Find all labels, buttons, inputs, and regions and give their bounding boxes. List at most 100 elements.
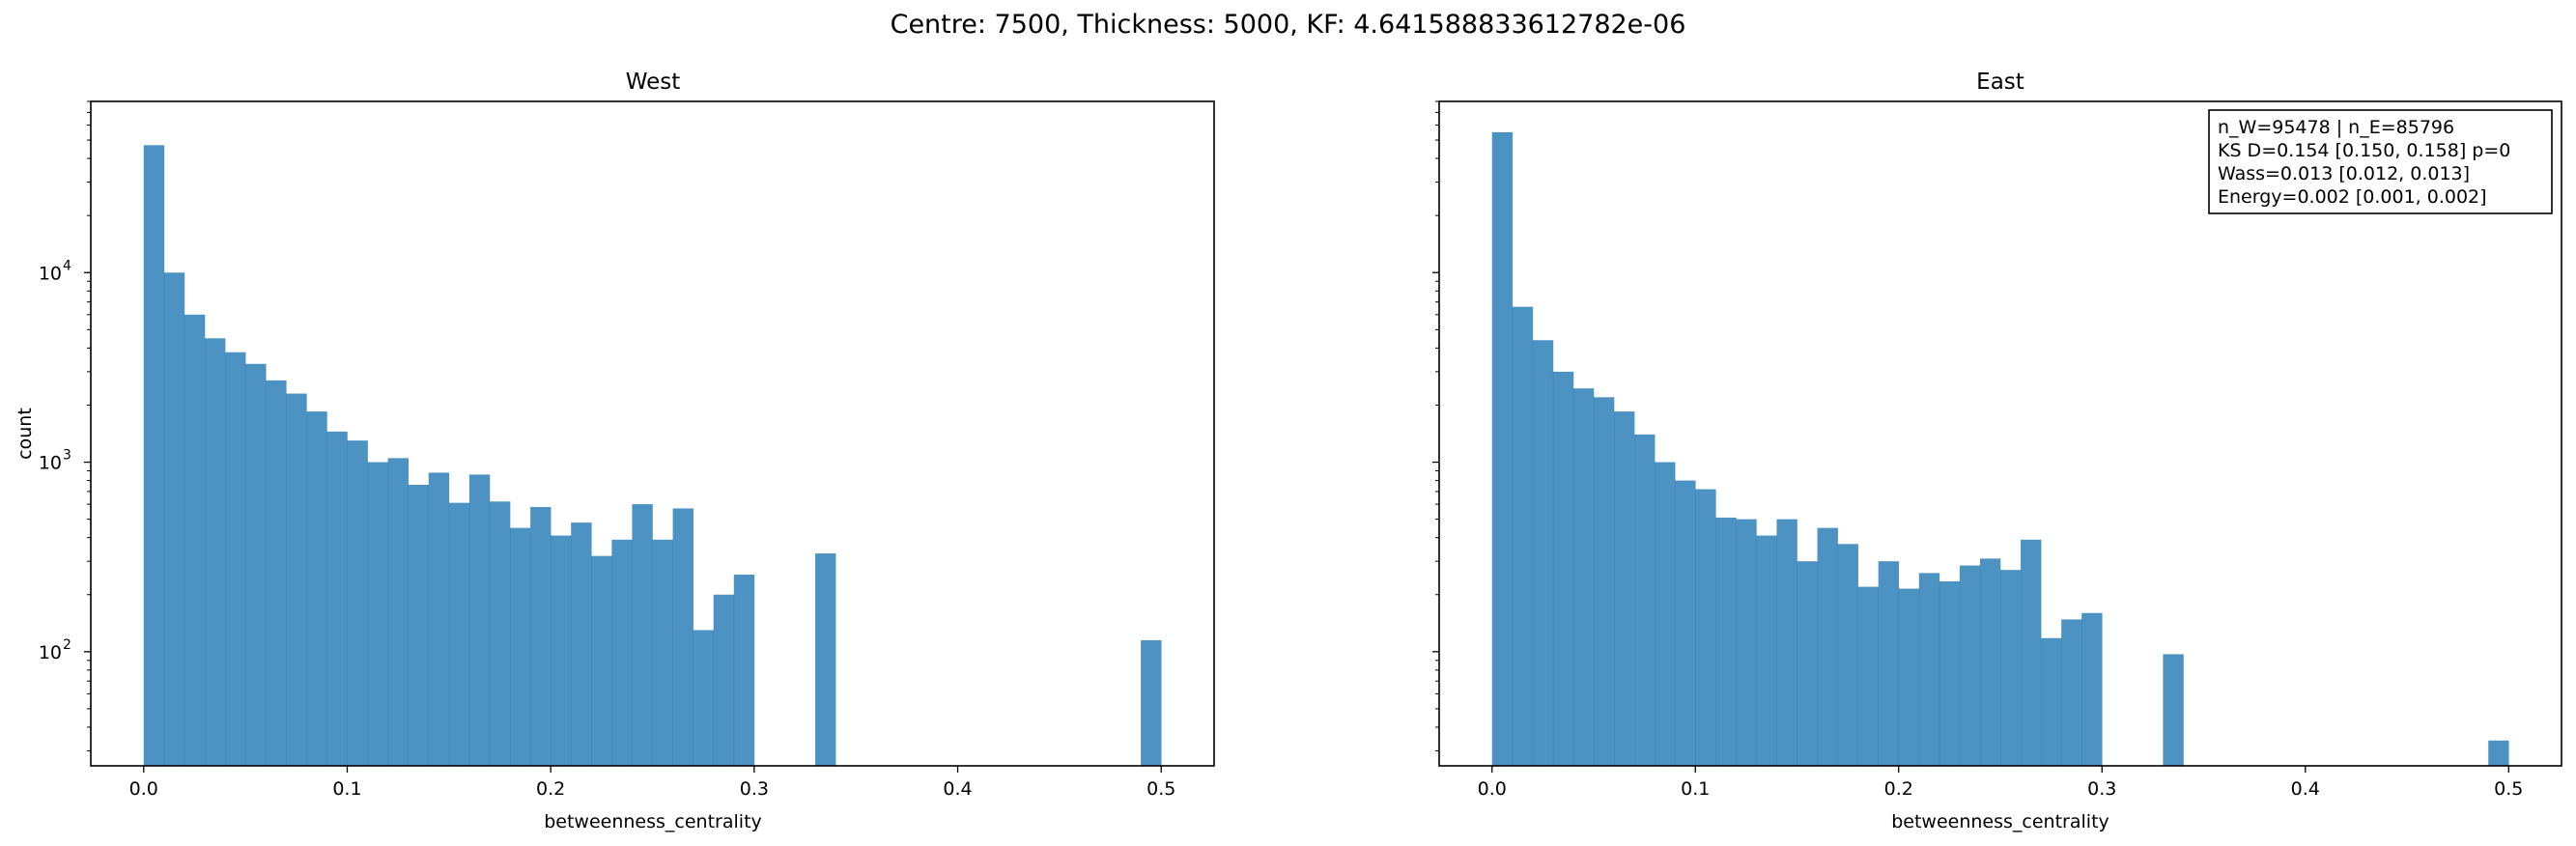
histogram-bar xyxy=(489,501,511,766)
east-histogram-panel: East 0.0 0.1 0.2 0.3 0.4 0.5 betweenness_cent… xyxy=(1432,70,2562,832)
stats-line-ks: KS D=0.154 [0.150, 0.158] p=0 xyxy=(2218,140,2510,161)
histogram-bar xyxy=(632,504,653,766)
histogram-bar xyxy=(1715,517,1737,766)
histogram-bar xyxy=(713,594,735,766)
histogram-bar xyxy=(1695,489,1716,766)
histogram-bar xyxy=(286,393,307,766)
histogram-bar xyxy=(1898,588,1920,766)
west-x-ticks: 0.0 0.1 0.2 0.3 0.4 0.5 xyxy=(129,766,1175,800)
histogram-bar xyxy=(326,431,348,766)
figure-suptitle: Centre: 7500, Thickness: 5000, KF: 4.641… xyxy=(890,10,1686,40)
histogram-bar xyxy=(611,539,633,766)
histogram-bar xyxy=(2081,612,2103,766)
histogram-bar xyxy=(163,272,185,766)
histogram-bar xyxy=(266,380,287,766)
histogram-bar xyxy=(1572,388,1595,766)
histogram-bar xyxy=(733,575,755,766)
east-stats-annotation-box: n_W=95478 | n_E=85796 KS D=0.154 [0.150,… xyxy=(2208,109,2553,214)
x-tick-label: 0.1 xyxy=(332,778,361,800)
histogram-bar xyxy=(1939,580,1961,766)
stats-line-counts: n_W=95478 | n_E=85796 xyxy=(2218,117,2454,138)
histogram-bar xyxy=(510,527,531,766)
east-x-axis-label: betweenness_centrality xyxy=(1891,811,2109,832)
stats-line-wasserstein: Wass=0.013 [0.012, 0.013] xyxy=(2218,163,2470,184)
histogram-bar xyxy=(468,474,491,766)
x-tick-label: 0.5 xyxy=(1146,778,1175,800)
x-tick-label: 0.4 xyxy=(943,778,972,800)
histogram-bar xyxy=(1736,519,1757,766)
y-tick-label-exponent: 4 xyxy=(63,258,71,273)
histogram-bar xyxy=(2488,740,2509,766)
histogram-bar xyxy=(1593,397,1615,766)
histogram-bar xyxy=(387,458,409,766)
x-tick-label: 0.3 xyxy=(740,778,769,800)
histogram-bar xyxy=(204,338,226,766)
histogram-bar xyxy=(347,440,368,766)
west-axes-frame xyxy=(90,100,1215,767)
histogram-bar xyxy=(1634,434,1656,766)
west-panel-title: West xyxy=(626,70,681,95)
histogram-bar xyxy=(2041,637,2062,766)
east-x-ticks: 0.0 0.1 0.2 0.3 0.4 0.5 xyxy=(1478,766,2523,800)
y-tick-label: 10 xyxy=(39,263,62,284)
histogram-bar xyxy=(551,535,572,766)
histogram-bar xyxy=(367,462,388,766)
histogram-bar xyxy=(2061,619,2082,766)
histogram-bar xyxy=(693,630,715,766)
histogram-bar xyxy=(1918,573,1940,766)
histogram-bar xyxy=(1655,462,1676,766)
histogram-bar xyxy=(1532,340,1554,766)
histogram-bar xyxy=(1552,371,1574,766)
west-y-axis-label: count xyxy=(14,408,36,460)
histogram-bar xyxy=(1614,411,1635,766)
histogram-bar xyxy=(225,352,246,766)
y-tick-label: 10 xyxy=(39,453,62,474)
y-tick-label-exponent: 2 xyxy=(63,637,71,653)
stats-box-frame xyxy=(2208,109,2553,214)
histogram-bar xyxy=(530,506,552,766)
y-tick-label-exponent: 3 xyxy=(63,448,71,464)
x-tick-label: 0.0 xyxy=(129,778,158,800)
histogram-bar xyxy=(1837,544,1858,766)
histogram-bar xyxy=(428,472,450,766)
histogram-bar xyxy=(448,502,470,766)
stats-line-energy: Energy=0.002 [0.001, 0.002] xyxy=(2218,186,2487,208)
west-bars xyxy=(143,145,1162,767)
histogram-bar xyxy=(1878,561,1900,766)
x-tick-label: 0.2 xyxy=(1884,778,1913,800)
histogram-bar xyxy=(1776,519,1798,766)
y-tick-label: 10 xyxy=(39,642,62,663)
histogram-bar xyxy=(184,314,206,766)
histogram-bar xyxy=(1491,131,1514,766)
east-panel-title: East xyxy=(1976,70,2024,95)
x-tick-label: 0.0 xyxy=(1478,778,1507,800)
histogram-bar xyxy=(1959,565,1981,766)
histogram-bar xyxy=(1797,561,1818,766)
histogram-bar xyxy=(1512,306,1534,766)
east-y-ticks xyxy=(1432,271,1439,653)
histogram-bar xyxy=(1756,535,1777,766)
x-tick-label: 0.5 xyxy=(2494,778,2523,800)
west-x-axis-label: betweenness_centrality xyxy=(544,811,762,832)
histogram-bar xyxy=(1857,586,1879,766)
east-axes-frame xyxy=(1438,100,2562,767)
histogram-bar xyxy=(652,539,673,766)
histogram-bar xyxy=(1817,527,1838,766)
x-tick-label: 0.1 xyxy=(1681,778,1710,800)
histogram-bar xyxy=(815,553,836,766)
histogram-bar xyxy=(1675,480,1696,766)
histogram-bar xyxy=(591,555,612,766)
histogram-bar xyxy=(1979,558,2001,766)
x-tick-label: 0.3 xyxy=(2087,778,2116,800)
x-tick-label: 0.2 xyxy=(536,778,565,800)
x-tick-label: 0.4 xyxy=(2291,778,2320,800)
histogram-bar xyxy=(1141,639,1162,766)
histogram-bar xyxy=(306,411,327,766)
histogram-bar xyxy=(672,508,694,766)
histogram-bar xyxy=(143,145,165,767)
histogram-bar xyxy=(2163,654,2184,766)
east-bars xyxy=(1491,131,2509,766)
